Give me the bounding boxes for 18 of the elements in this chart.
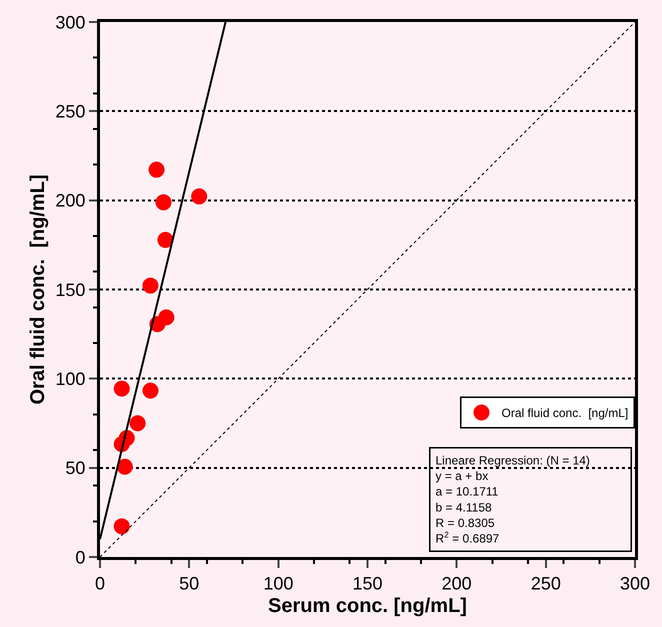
x-tick-label: 150 (352, 574, 383, 594)
y-tick-label: 200 (55, 190, 86, 211)
y-tick-label: 250 (55, 101, 86, 122)
y-axis-title: Oral fluid conc. [ng/mL] (26, 174, 49, 404)
x-tick-label: 200 (442, 574, 472, 594)
x-tick-label: 50 (179, 574, 200, 594)
annotation: Lineare Regression: (N = 14) y = a + bx a = 10.1711 b = 4.1158 R = 0.8305 R$^{2}$ = 0.6897 (436, 454, 590, 546)
legend-label: Oral fluid conc. [ng/mL] (502, 406, 628, 420)
x-tick-label: 100 (263, 574, 294, 594)
y-tick-label: 100 (55, 368, 86, 389)
x-tick-label: 300 (620, 574, 650, 594)
x-tick-label: 0 (94, 574, 106, 594)
y-tick-label: 150 (55, 280, 86, 300)
x-axis-title: Serum conc. [ng/mL] (268, 595, 467, 618)
y-tick-label: 300 (55, 12, 86, 32)
y-tick-label: 50 (65, 458, 86, 478)
y-tick-label: 0 (75, 547, 86, 568)
x-tick-label: 250 (530, 574, 561, 594)
